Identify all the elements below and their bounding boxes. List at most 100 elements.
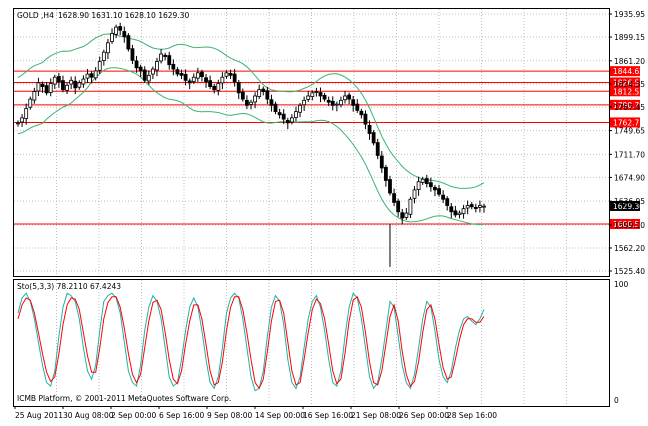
candle-body xyxy=(383,166,388,181)
candle-body xyxy=(473,206,478,210)
candle-body xyxy=(232,73,237,82)
level-tag xyxy=(610,218,640,229)
stoch-signal-line xyxy=(17,295,485,390)
price-tick-label: 1525.40 xyxy=(614,267,645,276)
candle-body xyxy=(388,179,392,194)
candle-body xyxy=(69,79,74,85)
candle-body xyxy=(478,205,482,208)
stoch-scale: 100 0 xyxy=(614,280,629,405)
candle-body xyxy=(163,54,168,57)
candle-body xyxy=(314,91,319,93)
candle-body xyxy=(428,182,433,188)
candle-body xyxy=(371,132,376,144)
candle-body xyxy=(273,103,278,113)
candle-body xyxy=(437,188,441,195)
ohlc-readout: 1628.90 1631.10 1628.10 1629.30 xyxy=(58,11,189,20)
level-label: 1762.71 xyxy=(613,118,644,127)
level-label: 1826.57 xyxy=(613,78,644,87)
candle-body xyxy=(441,194,446,200)
price-tick-label: 1899.15 xyxy=(614,33,645,42)
price-tick-label: 1824.35 xyxy=(614,80,645,89)
candle-body xyxy=(396,200,401,213)
candle-body xyxy=(204,77,208,82)
time-tick-label: 9 Sep 08:00 xyxy=(207,411,253,420)
candle-body xyxy=(347,94,352,100)
candle-body xyxy=(77,82,82,88)
candle-body xyxy=(142,69,147,81)
price-tick-label: 1935.95 xyxy=(614,10,645,19)
candle-body xyxy=(224,72,229,77)
candle-body xyxy=(122,31,127,37)
grid xyxy=(14,9,609,406)
candle-body xyxy=(318,92,323,97)
candle-body xyxy=(457,212,462,215)
candle-body xyxy=(118,26,123,31)
price-tick-label: 1674.90 xyxy=(614,173,645,182)
candle-body xyxy=(216,83,221,91)
current-price-label: 1629.30 xyxy=(613,202,644,211)
candle-body xyxy=(322,94,327,100)
level-tag xyxy=(610,86,640,97)
candle-body xyxy=(351,99,356,106)
candle-body xyxy=(81,78,86,85)
candle-body xyxy=(240,91,245,100)
candle-body xyxy=(310,92,315,97)
candle-body xyxy=(469,204,474,208)
candle-body xyxy=(245,99,249,106)
candle-body xyxy=(114,26,119,35)
price-tick-label: 1787.45 xyxy=(614,103,645,112)
candle-body xyxy=(404,212,409,218)
level-label: 1790.79 xyxy=(613,101,644,110)
candle-body xyxy=(106,42,110,54)
time-tick-label: 30 Aug 08:00 xyxy=(63,411,114,420)
time-tick-label: 16 Sep 16:00 xyxy=(303,411,353,420)
candle-body xyxy=(261,88,266,92)
candle-body xyxy=(155,61,159,71)
candle-body xyxy=(212,85,217,91)
candle-body xyxy=(101,51,106,62)
price-tick-label: 1562.20 xyxy=(614,244,645,253)
candle-body xyxy=(277,112,282,116)
candle-body xyxy=(20,117,24,123)
candle-body xyxy=(375,142,380,156)
candle-body xyxy=(191,76,196,82)
time-tick-label: 26 Sep 00:00 xyxy=(399,411,449,420)
candle-body xyxy=(420,178,425,183)
price-scale[interactable]: 1935.95 1899.15 1861.20 1824.35 1787.45 1749.… xyxy=(609,10,645,276)
candle-body xyxy=(326,99,331,103)
candle-body xyxy=(220,76,225,84)
candles xyxy=(16,22,486,267)
candle-body xyxy=(138,66,143,72)
candle-body xyxy=(28,98,33,108)
candle-body xyxy=(228,73,233,76)
candle-body xyxy=(334,103,339,106)
candle-body xyxy=(289,117,294,123)
candle-body xyxy=(97,61,102,71)
candle-body xyxy=(93,70,98,79)
candle-body xyxy=(183,73,188,81)
time-scale[interactable]: 25 Aug 2011 30 Aug 08:002 Sep 00:00 6 Sep … xyxy=(14,406,497,420)
level-label: 1812.52 xyxy=(613,87,644,96)
time-tick-label: 6 Sep 16:00 xyxy=(159,411,205,420)
candle-body xyxy=(449,206,454,213)
candle-body xyxy=(412,189,417,199)
candle-body xyxy=(298,104,302,113)
candle-body xyxy=(355,103,360,111)
candle-body xyxy=(363,113,368,125)
candle-body xyxy=(330,100,335,106)
candle-body xyxy=(146,74,151,82)
candle-body xyxy=(175,69,180,75)
stoch-readout: Sto(5,3,3) 78.2110 67.4243 xyxy=(17,282,121,291)
candle-body xyxy=(24,108,29,119)
candle-body xyxy=(85,73,90,79)
candle-body xyxy=(52,76,57,85)
candle-body xyxy=(48,83,53,93)
level-label: 1844.62 xyxy=(613,67,644,76)
candle-body xyxy=(134,60,139,69)
candle-body xyxy=(482,205,486,208)
candle-body xyxy=(195,72,200,79)
time-tick-label: 14 Sep 00:00 xyxy=(255,411,305,420)
level-label: 1600.53 xyxy=(613,220,644,229)
